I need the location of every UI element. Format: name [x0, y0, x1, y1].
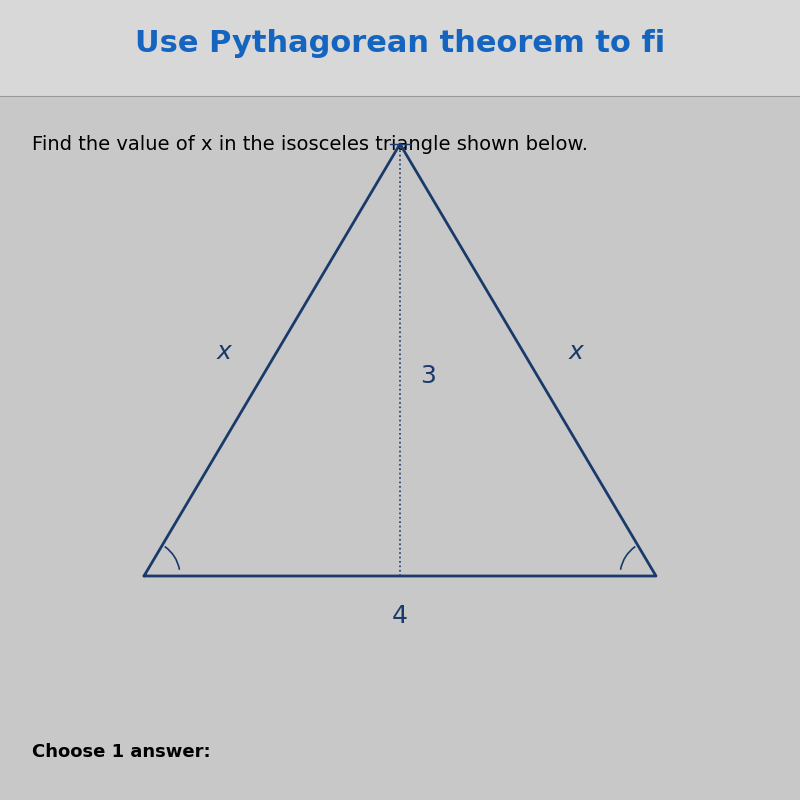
Text: x: x — [217, 340, 231, 364]
Text: 3: 3 — [420, 364, 436, 388]
Text: Use Pythagorean theorem to fi: Use Pythagorean theorem to fi — [135, 30, 665, 58]
Text: Choose 1 answer:: Choose 1 answer: — [32, 743, 210, 761]
Text: 4: 4 — [392, 604, 408, 628]
Text: x: x — [569, 340, 583, 364]
Text: Find the value of x in the isosceles triangle shown below.: Find the value of x in the isosceles tri… — [32, 134, 588, 154]
FancyBboxPatch shape — [0, 0, 800, 96]
